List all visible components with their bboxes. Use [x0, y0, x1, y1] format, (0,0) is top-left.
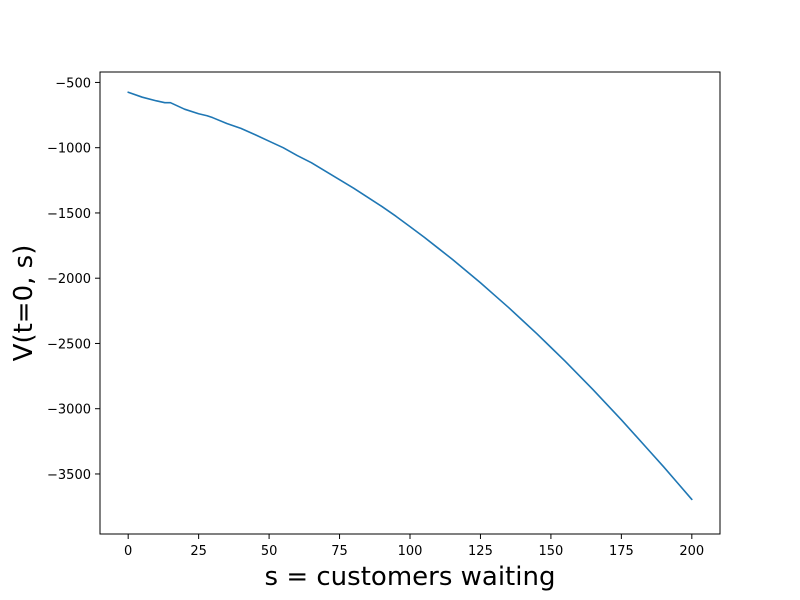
x-tick-label: 25 — [190, 544, 207, 559]
series-line — [127, 91, 693, 501]
plot-frame — [99, 71, 721, 535]
y-tick-label: −1500 — [47, 207, 91, 222]
x-axis-ticks: 0 25 50 75 100 125 150 175 200 — [124, 534, 704, 559]
y-tick-label: −2000 — [47, 272, 91, 287]
y-tick-label: −500 — [55, 76, 91, 91]
y-tick-label: −3000 — [47, 403, 91, 418]
x-tick-label: 75 — [331, 544, 348, 559]
series-layer — [127, 91, 693, 501]
x-tick-label: 200 — [679, 544, 704, 559]
y-tick-label: −2500 — [47, 337, 91, 352]
x-tick-label: 100 — [398, 544, 423, 559]
x-tick-label: 175 — [609, 544, 634, 559]
x-tick-label: 150 — [538, 544, 563, 559]
y-tick-label: −3500 — [47, 468, 91, 483]
plot-area — [99, 71, 721, 535]
y-axis-ticks: −500 −1000 −1500 −2000 −2500 −3000 −3500 — [47, 76, 100, 483]
x-tick-label: 125 — [468, 544, 493, 559]
x-axis-label: s = customers waiting — [265, 562, 556, 592]
x-tick-label: 0 — [124, 544, 132, 559]
y-tick-label: −1000 — [47, 142, 91, 157]
y-axis-label: V(t=0, s) — [9, 245, 39, 362]
x-tick-label: 50 — [261, 544, 278, 559]
